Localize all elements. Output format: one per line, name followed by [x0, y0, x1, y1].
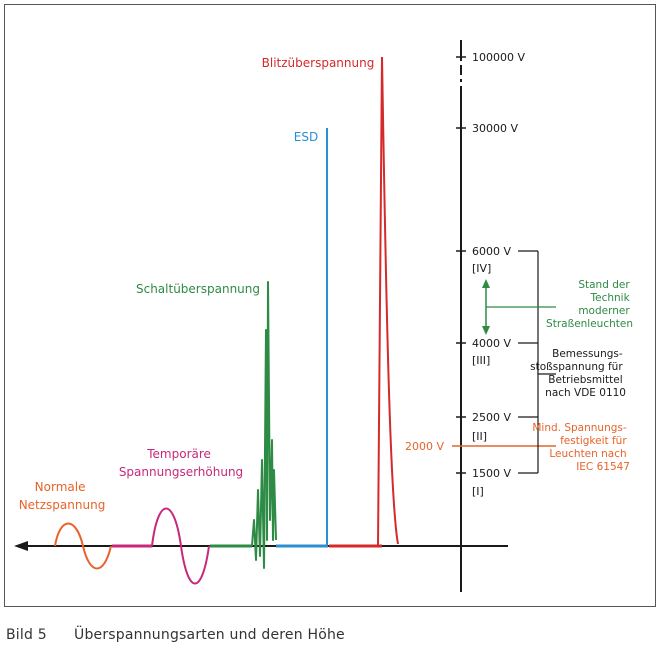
- switching-overvoltage-wave: [251, 281, 277, 569]
- normal-voltage-wave: [54, 522, 112, 570]
- tick-label-100000: 100000 V: [472, 51, 525, 64]
- tick-label-6000: 6000 V: [472, 245, 511, 258]
- tick-label-4000: 4000 V: [472, 337, 511, 350]
- axis-arrow-icon: [14, 541, 28, 551]
- horizontal-axis: [14, 541, 508, 551]
- axis-ticks: [456, 56, 466, 474]
- label-blitzueberspannung: Blitzüberspannung: [262, 56, 375, 70]
- note-stand: Stand der Technik moderner Straßenleucht…: [546, 279, 633, 330]
- overvoltage-diagram: 100000 V 30000 V 6000 V [IV] 4000 V [III…: [14, 40, 633, 592]
- lightning-surge: [377, 56, 399, 547]
- tick-label-30000: 30000 V: [472, 122, 518, 135]
- diagram-frame: [4, 4, 656, 607]
- label-esd: ESD: [294, 130, 318, 144]
- label-temporaere-spannungserhoehung: Temporäre Spannungserhöhung: [119, 447, 243, 479]
- category-ii: [II]: [472, 430, 487, 443]
- label-schaltueberspannung: Schaltüberspannung: [136, 282, 260, 296]
- category-i: [I]: [472, 485, 484, 498]
- caption-number: Bild 5: [6, 627, 47, 643]
- arrow-up-icon: [482, 279, 490, 288]
- tick-label-2500: 2500 V: [472, 411, 511, 424]
- marker-2000-label: 2000 V: [405, 440, 444, 453]
- arrow-down-icon: [482, 326, 490, 335]
- note-mind: Mind. Spannungs- festigkeit für Leuchten…: [532, 422, 630, 473]
- figure-caption: Bild 5 Überspannungsarten und deren Höhe: [6, 627, 345, 643]
- temporary-overvoltage-wave: [151, 507, 210, 585]
- bracket-stand: [482, 250, 556, 474]
- category-iii: [III]: [472, 354, 490, 367]
- marker-2000: 2000 V: [405, 440, 556, 453]
- label-normale-netzspannung: Normale Netzspannung: [19, 480, 106, 512]
- category-iv: [IV]: [472, 262, 491, 275]
- note-bemessung: Bemessungs- stoßspannung für Betriebsmit…: [530, 348, 626, 399]
- caption-text: Überspannungsarten und deren Höhe: [74, 627, 345, 643]
- tick-label-1500: 1500 V: [472, 467, 511, 480]
